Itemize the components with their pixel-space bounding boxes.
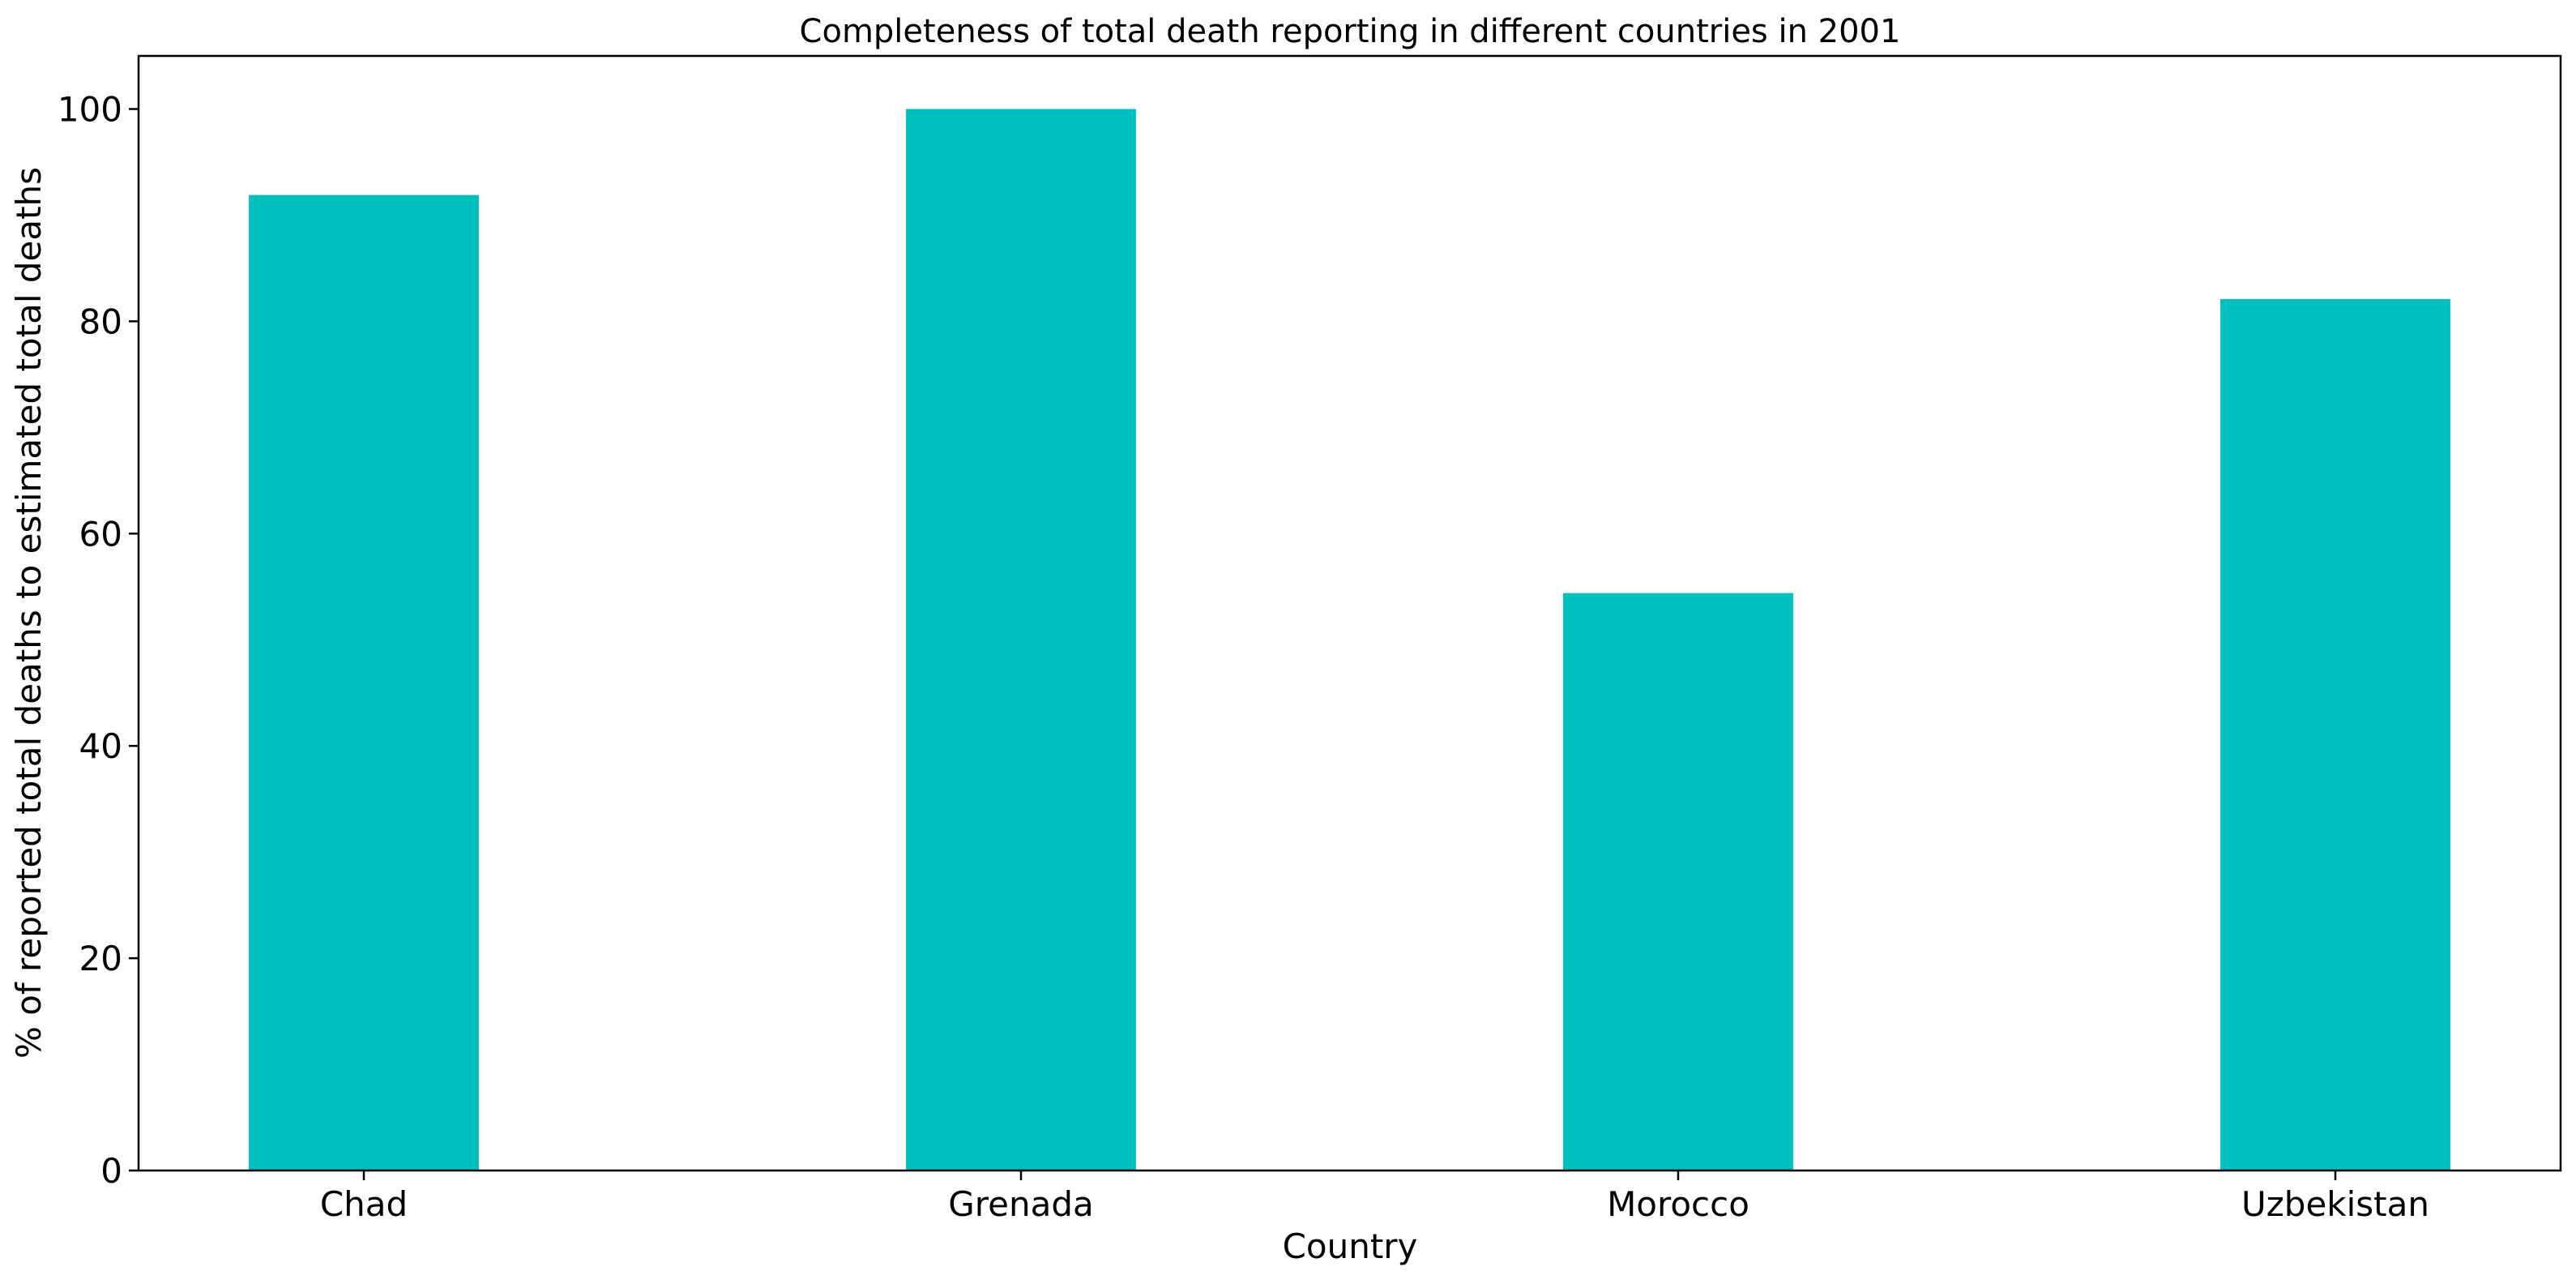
y-axis-ticks: 0 20 40 60 80 100 [58, 89, 139, 1191]
x-tick-label-morocco: Morocco [1607, 1184, 1749, 1224]
y-tick-label: 20 [79, 939, 122, 978]
bars-group [249, 109, 2450, 1171]
y-tick-label: 0 [100, 1151, 122, 1191]
x-tick-label-uzbekistan: Uzbekistan [2241, 1184, 2429, 1224]
y-tick-label: 60 [79, 514, 122, 554]
y-tick-label: 100 [58, 89, 122, 129]
y-tick-label: 40 [79, 726, 122, 766]
x-tick-label-chad: Chad [320, 1184, 408, 1224]
y-tick-label: 80 [79, 302, 122, 341]
bar-uzbekistan [2220, 298, 2450, 1171]
bar-grenada [906, 109, 1136, 1171]
plot-frame [137, 54, 2562, 1172]
x-axis-label: Country [1283, 1226, 1418, 1266]
bar-morocco [1563, 593, 1793, 1171]
y-axis-label: % of reported total deaths to estimated … [9, 167, 49, 1059]
bar-chad [249, 195, 479, 1171]
x-tick-label-grenada: Grenada [948, 1184, 1093, 1224]
x-axis-ticks: Chad Grenada Morocco Uzbekistan [320, 1171, 2429, 1224]
chart-title: Completeness of total death reporting in… [800, 13, 1901, 50]
